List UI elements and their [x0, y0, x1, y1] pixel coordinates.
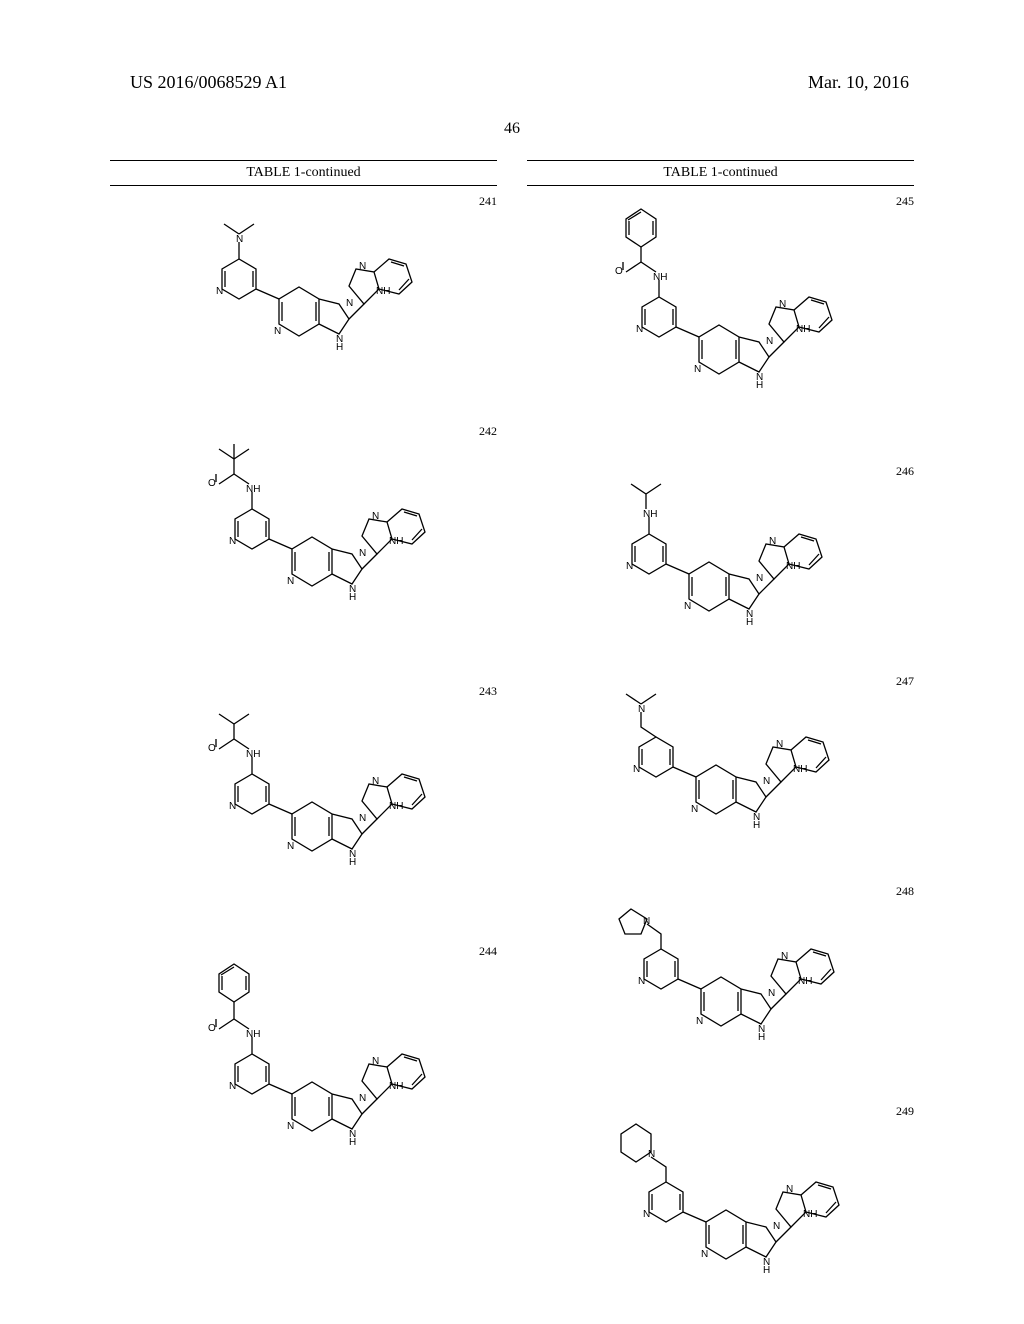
svg-text:N: N — [633, 764, 640, 775]
svg-text:N: N — [372, 511, 379, 522]
svg-text:N: N — [691, 804, 698, 815]
svg-text:N: N — [756, 573, 763, 584]
svg-text:N: N — [776, 739, 783, 750]
compound-number: 246 — [896, 464, 914, 479]
svg-text:N: N — [694, 364, 701, 375]
svg-text:N: N — [638, 976, 645, 987]
chemical-structure: O NH N N N H N — [110, 944, 497, 1224]
compound-entry: 246 NH N N N — [527, 464, 914, 664]
svg-text:O: O — [615, 266, 623, 277]
compound-number: 245 — [896, 194, 914, 209]
right-column: TABLE 1-continued 245 O NH — [527, 160, 914, 1260]
chemical-structure: N N N N H N N — [527, 674, 914, 864]
svg-text:H: H — [753, 820, 760, 831]
svg-text:N: N — [274, 326, 281, 337]
compound-entry: 245 O NH N — [527, 194, 914, 454]
compound-entry: 241 N N N N — [110, 194, 497, 414]
compound-number: 247 — [896, 674, 914, 689]
svg-text:H: H — [756, 380, 763, 391]
svg-text:N: N — [696, 1016, 703, 1027]
svg-text:NH: NH — [653, 272, 667, 283]
svg-text:N: N — [766, 336, 773, 347]
compound-entry: 243 O NH N N — [110, 684, 497, 934]
svg-text:N: N — [769, 536, 776, 547]
svg-text:O: O — [208, 478, 216, 489]
svg-text:O: O — [208, 1023, 216, 1034]
svg-text:N: N — [372, 1056, 379, 1067]
svg-text:NH: NH — [246, 484, 260, 495]
svg-text:N: N — [779, 299, 786, 310]
svg-text:N: N — [359, 813, 366, 824]
content-columns: TABLE 1-continued 241 N N — [110, 160, 914, 1260]
svg-text:N: N — [684, 601, 691, 612]
svg-text:N: N — [701, 1249, 708, 1260]
svg-text:N: N — [773, 1221, 780, 1232]
svg-text:N: N — [636, 324, 643, 335]
compound-entry: 244 O NH N — [110, 944, 497, 1234]
svg-text:H: H — [349, 592, 356, 603]
svg-text:N: N — [229, 1081, 236, 1092]
svg-text:N: N — [287, 841, 294, 852]
compound-number: 248 — [896, 884, 914, 899]
svg-text:N: N — [229, 536, 236, 547]
compound-number: 249 — [896, 1104, 914, 1119]
publication-date: Mar. 10, 2016 — [808, 72, 909, 93]
svg-text:N: N — [359, 261, 366, 272]
compound-number: 243 — [479, 684, 497, 699]
svg-text:O: O — [208, 743, 216, 754]
compound-entry: 248 N N N N H — [527, 884, 914, 1094]
svg-text:N: N — [359, 548, 366, 559]
svg-text:N: N — [763, 776, 770, 787]
svg-text:N: N — [768, 988, 775, 999]
svg-text:H: H — [758, 1032, 765, 1043]
svg-text:N: N — [372, 776, 379, 787]
svg-text:NH: NH — [643, 509, 657, 520]
svg-text:N: N — [359, 1093, 366, 1104]
svg-text:N: N — [216, 286, 223, 297]
chemical-structure: N N N N H N N — [527, 884, 914, 1084]
svg-text:N: N — [229, 801, 236, 812]
chemical-structure: O NH N N N H N — [527, 194, 914, 444]
table-title-right: TABLE 1-continued — [527, 160, 914, 186]
compound-number: 242 — [479, 424, 497, 439]
svg-text:N: N — [781, 951, 788, 962]
svg-text:H: H — [349, 1137, 356, 1148]
compound-entry: 242 O NH N — [110, 424, 497, 674]
svg-text:N: N — [786, 1184, 793, 1195]
svg-text:NH: NH — [246, 1029, 260, 1040]
svg-text:N: N — [287, 576, 294, 587]
chemical-structure: O NH N N N H N — [110, 424, 497, 664]
svg-text:N: N — [346, 298, 353, 309]
compound-entry: 247 N N N N H — [527, 674, 914, 874]
compound-number: 244 — [479, 944, 497, 959]
chemical-structure: O NH N N N H N — [110, 684, 497, 924]
compound-entry: 249 N N N N H — [527, 1104, 914, 1324]
table-title-left: TABLE 1-continued — [110, 160, 497, 186]
svg-text:NH: NH — [246, 749, 260, 760]
chemical-structure: N N N N H N — [110, 194, 497, 404]
page-number: 46 — [504, 120, 520, 138]
svg-text:H: H — [349, 857, 356, 868]
publication-number: US 2016/0068529 A1 — [130, 72, 287, 93]
svg-text:H: H — [336, 342, 343, 353]
chemical-structure: N N N N H N N — [527, 1104, 914, 1314]
svg-text:N: N — [287, 1121, 294, 1132]
compound-number: 241 — [479, 194, 497, 209]
svg-text:H: H — [746, 617, 753, 628]
chemical-structure: NH N N N H N N — [527, 464, 914, 654]
svg-text:N: N — [643, 1209, 650, 1220]
svg-text:H: H — [763, 1265, 770, 1276]
svg-text:N: N — [626, 561, 633, 572]
left-column: TABLE 1-continued 241 N N — [110, 160, 497, 1260]
